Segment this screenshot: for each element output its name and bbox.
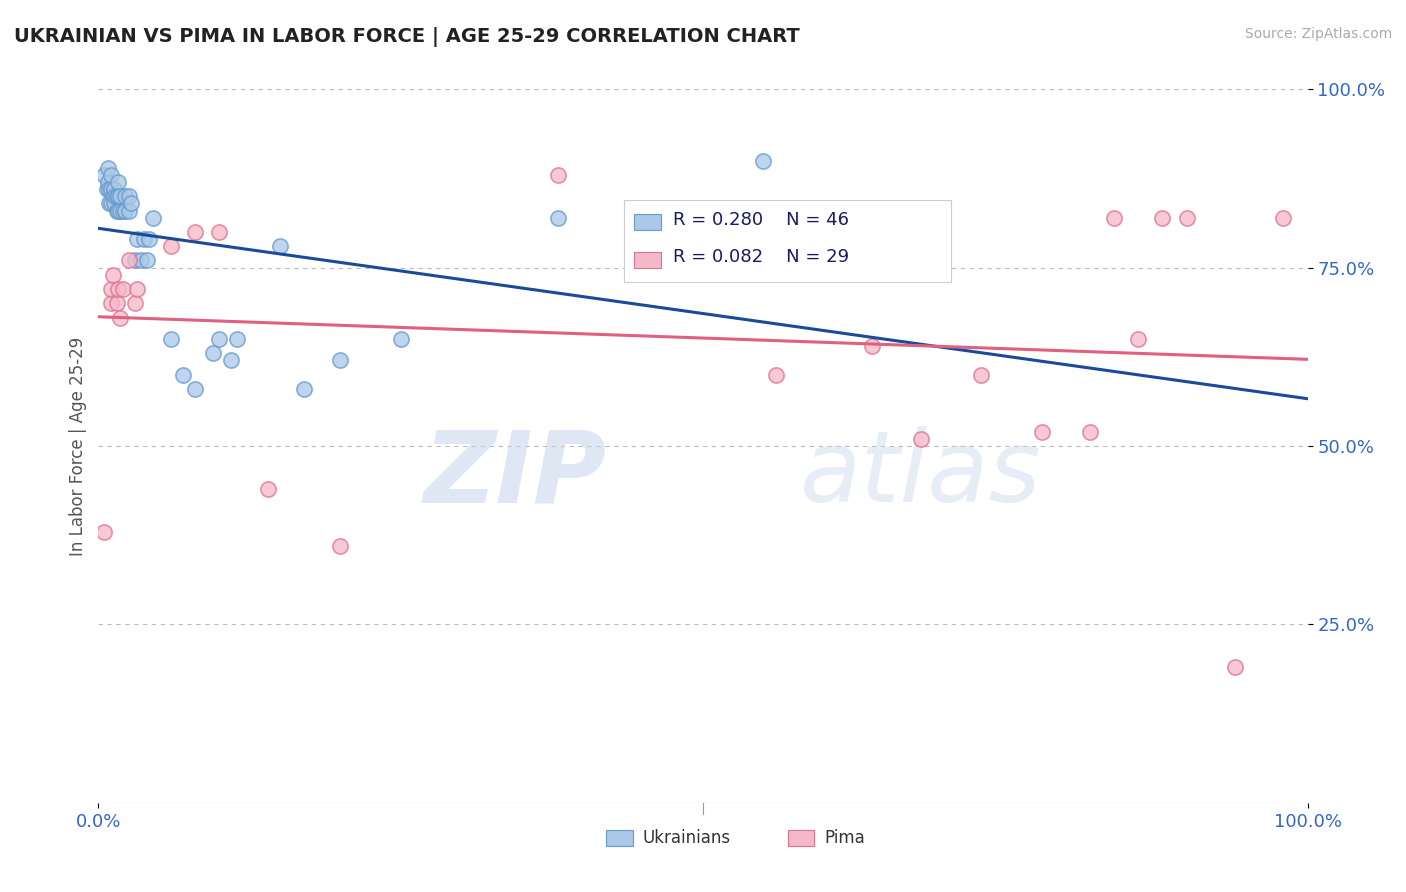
Point — [118, 253, 141, 268]
Point — [910, 432, 932, 446]
Point — [138, 232, 160, 246]
FancyBboxPatch shape — [606, 830, 633, 846]
Point — [108, 310, 131, 325]
Point — [105, 203, 128, 218]
Text: R = 0.280    N = 46: R = 0.280 N = 46 — [672, 211, 849, 228]
Point — [124, 296, 146, 310]
Point — [108, 189, 131, 203]
Point — [111, 282, 134, 296]
Point — [100, 282, 122, 296]
Point — [547, 211, 569, 225]
Point — [135, 253, 157, 268]
Point — [329, 353, 352, 368]
Point — [1175, 211, 1198, 225]
Point — [100, 182, 122, 196]
Point — [1078, 425, 1101, 439]
Point — [765, 368, 787, 382]
Point — [105, 189, 128, 203]
Point — [202, 346, 225, 360]
Point — [329, 539, 352, 553]
Point — [101, 189, 124, 203]
Point — [129, 253, 152, 268]
Point — [118, 203, 141, 218]
Point — [107, 189, 129, 203]
Point — [100, 168, 122, 182]
Point — [208, 225, 231, 239]
Point — [98, 196, 121, 211]
Point — [142, 211, 165, 225]
Point — [120, 196, 142, 211]
FancyBboxPatch shape — [787, 830, 814, 846]
Point — [107, 175, 129, 189]
Text: UKRAINIAN VS PIMA IN LABOR FORCE | AGE 25-29 CORRELATION CHART: UKRAINIAN VS PIMA IN LABOR FORCE | AGE 2… — [14, 27, 800, 46]
Text: Source: ZipAtlas.com: Source: ZipAtlas.com — [1244, 27, 1392, 41]
Point — [172, 368, 194, 382]
Point — [103, 182, 125, 196]
Text: ZIP: ZIP — [423, 426, 606, 523]
Point — [93, 524, 115, 539]
Point — [104, 189, 127, 203]
Point — [127, 232, 149, 246]
Point — [100, 296, 122, 310]
Point — [256, 482, 278, 496]
Point — [547, 168, 569, 182]
Point — [97, 175, 120, 189]
Point — [292, 382, 315, 396]
Point — [970, 368, 993, 382]
Point — [124, 253, 146, 268]
Point — [184, 225, 207, 239]
Point — [98, 182, 121, 196]
Text: atlas: atlas — [800, 426, 1042, 523]
Point — [114, 203, 136, 218]
Point — [134, 232, 156, 246]
Point — [97, 161, 120, 175]
FancyBboxPatch shape — [624, 200, 950, 282]
Point — [108, 203, 131, 218]
Text: Ukrainians: Ukrainians — [643, 829, 731, 847]
Point — [96, 182, 118, 196]
Point — [111, 203, 134, 218]
Text: Pima: Pima — [824, 829, 865, 847]
Point — [105, 296, 128, 310]
Text: R = 0.082    N = 29: R = 0.082 N = 29 — [672, 248, 849, 266]
Point — [226, 332, 249, 346]
Point — [752, 153, 775, 168]
Point — [118, 189, 141, 203]
Point — [184, 382, 207, 396]
Point — [208, 332, 231, 346]
Point — [1102, 211, 1125, 225]
Point — [107, 203, 129, 218]
Point — [160, 239, 183, 253]
Point — [269, 239, 291, 253]
Point — [1223, 660, 1246, 674]
Point — [107, 282, 129, 296]
Point — [1272, 211, 1295, 225]
Point — [1152, 211, 1174, 225]
FancyBboxPatch shape — [634, 252, 661, 268]
Point — [160, 332, 183, 346]
FancyBboxPatch shape — [634, 214, 661, 230]
Point — [127, 282, 149, 296]
Point — [1128, 332, 1150, 346]
Point — [114, 189, 136, 203]
Point — [93, 168, 115, 182]
Point — [103, 196, 125, 211]
Point — [389, 332, 412, 346]
Point — [100, 196, 122, 211]
Point — [860, 339, 883, 353]
Point — [101, 268, 124, 282]
Point — [221, 353, 243, 368]
Point — [1031, 425, 1053, 439]
Y-axis label: In Labor Force | Age 25-29: In Labor Force | Age 25-29 — [69, 336, 87, 556]
